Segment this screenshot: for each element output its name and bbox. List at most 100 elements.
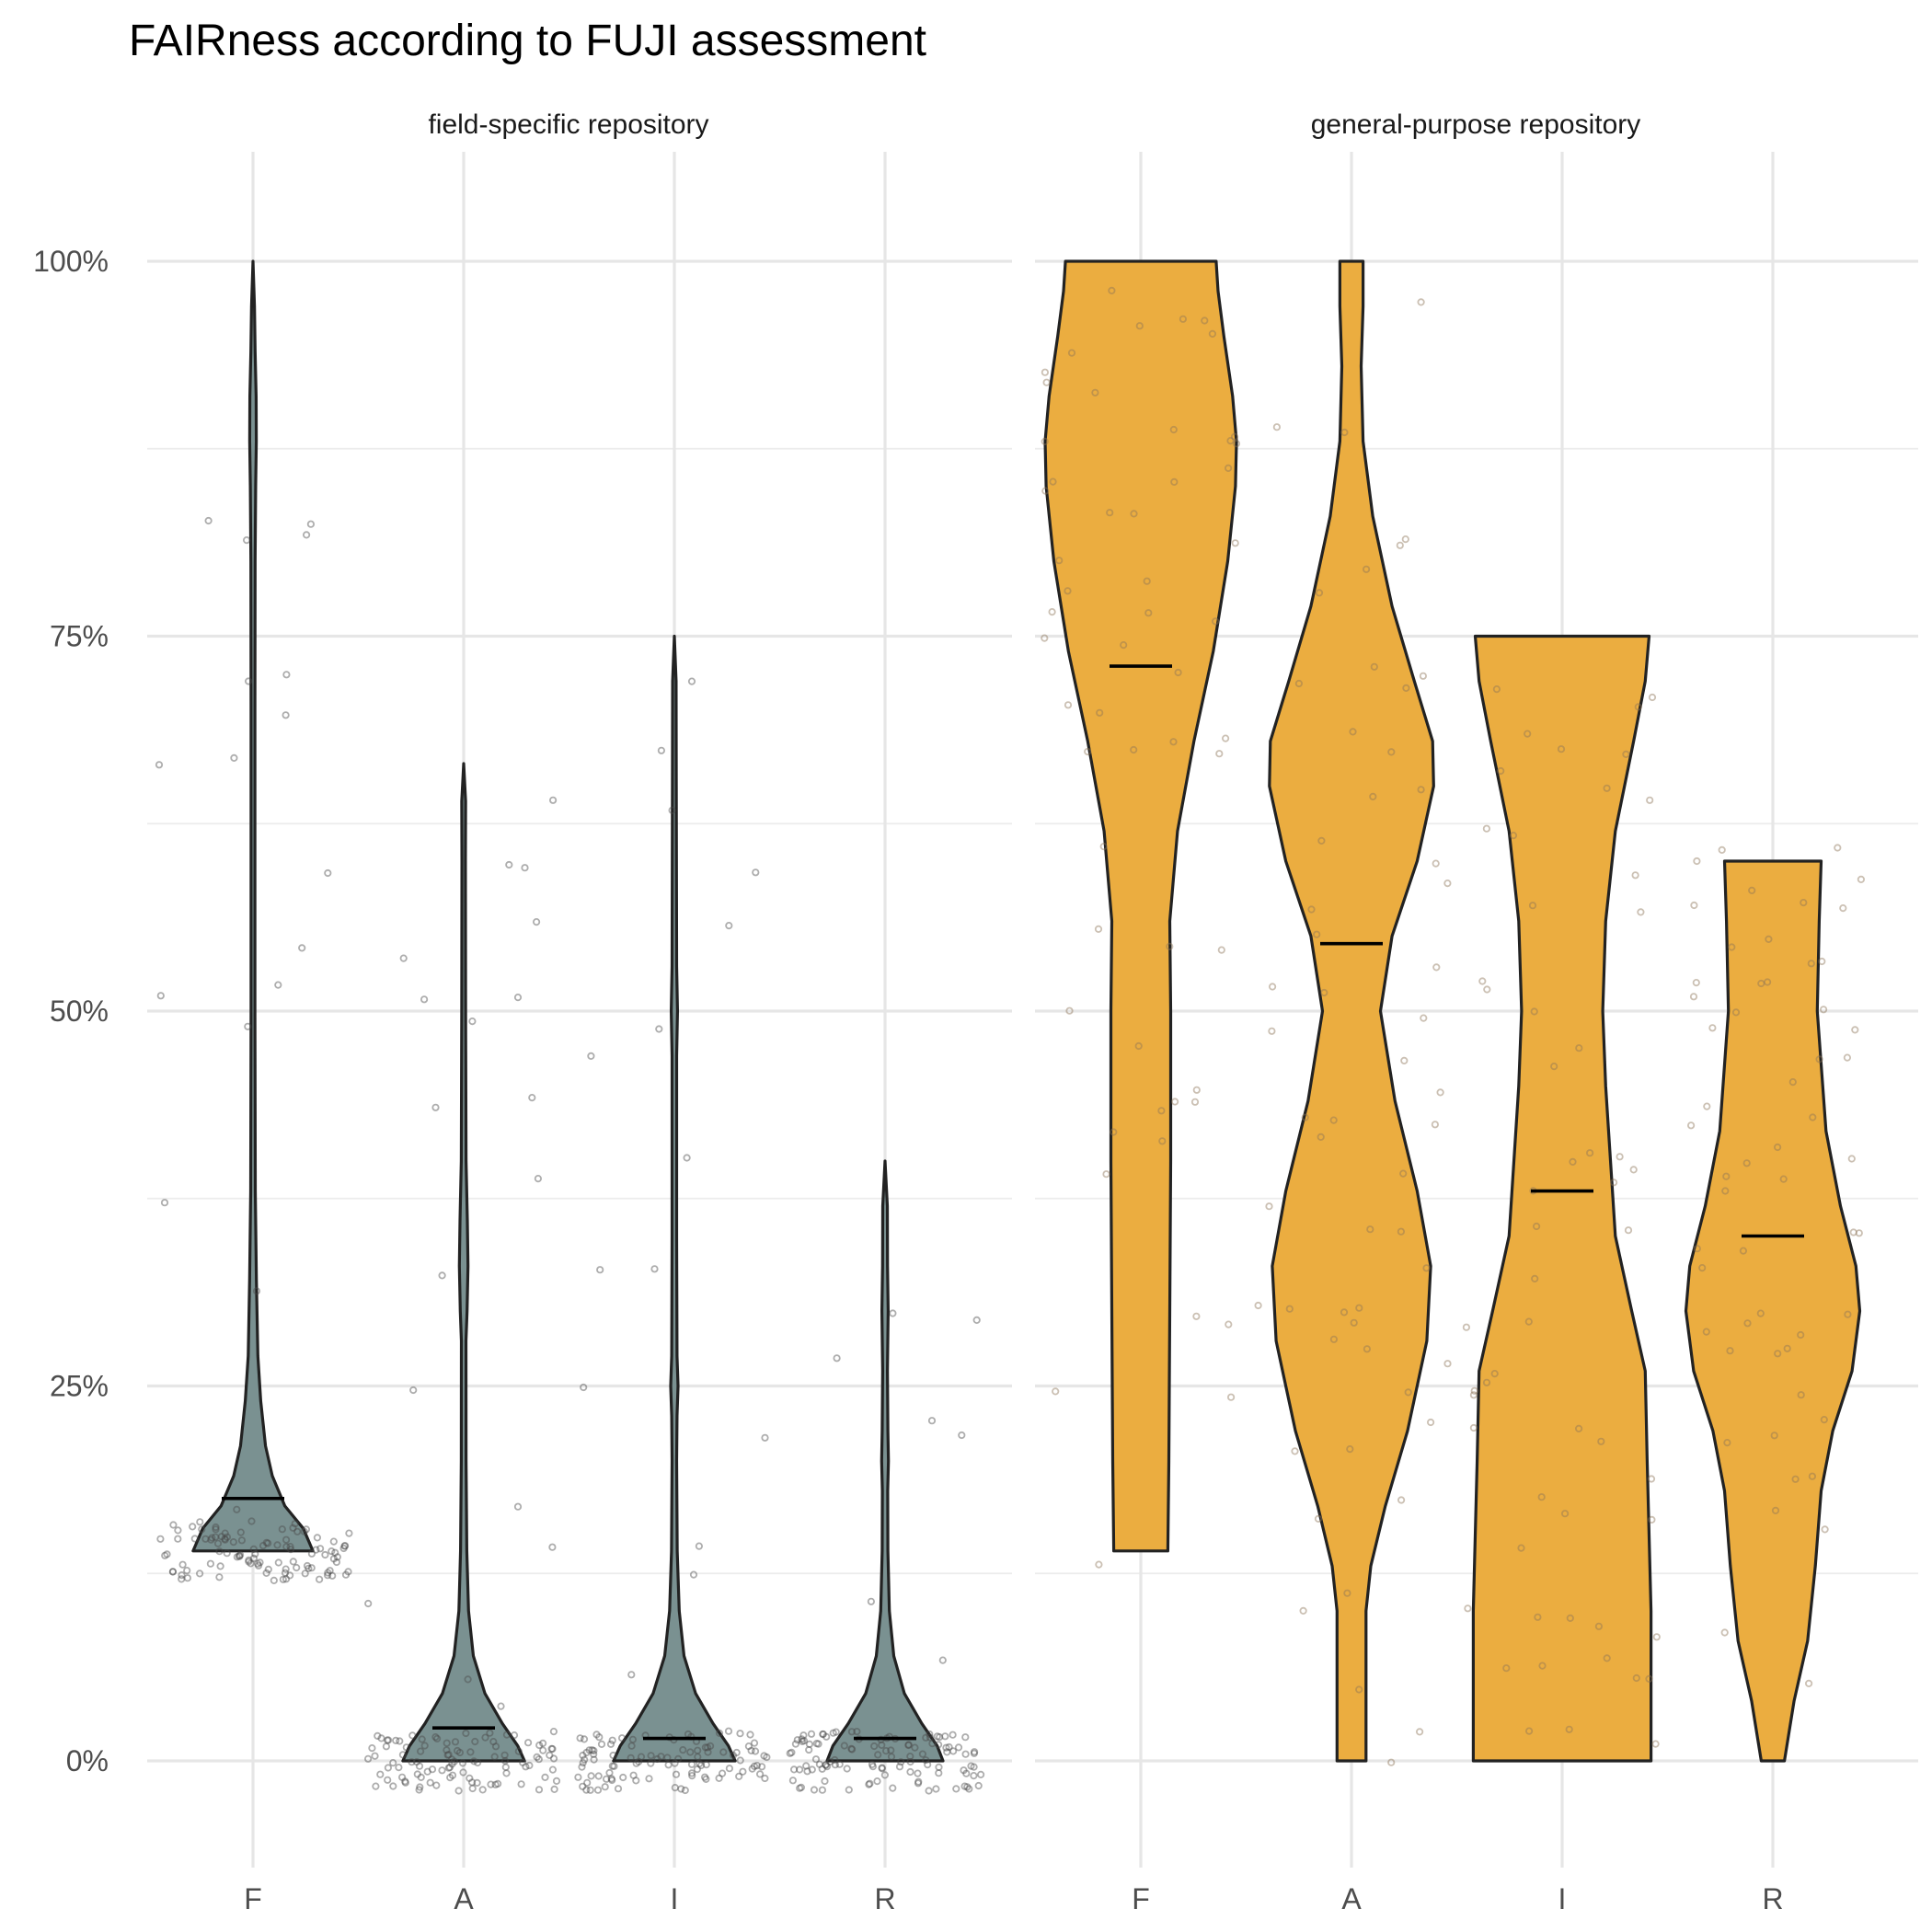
data-point <box>333 1553 341 1561</box>
panel-label-field-specific: field-specific repository <box>428 109 708 140</box>
data-point <box>491 1780 500 1788</box>
data-point <box>1265 1202 1273 1211</box>
data-point <box>341 1570 351 1579</box>
data-point <box>521 864 529 872</box>
data-point <box>1404 1388 1412 1397</box>
data-point <box>155 761 164 769</box>
data-point <box>1464 1604 1472 1613</box>
data-point <box>1190 1098 1200 1106</box>
data-point <box>627 1754 635 1762</box>
data-point <box>1094 925 1103 934</box>
data-point <box>428 1765 437 1774</box>
data-point <box>607 1775 615 1783</box>
data-point <box>840 1742 848 1750</box>
data-point <box>687 1760 696 1768</box>
data-point <box>853 1728 861 1736</box>
data-point <box>608 1736 616 1744</box>
data-point <box>1728 943 1736 951</box>
data-point <box>438 1766 446 1775</box>
data-point <box>942 1743 950 1752</box>
data-point <box>595 1733 604 1742</box>
data-point <box>183 1567 191 1575</box>
data-point <box>736 1730 744 1738</box>
data-point <box>423 1767 431 1776</box>
data-point <box>1482 824 1491 833</box>
data-point <box>578 1763 586 1771</box>
violin-I <box>612 634 737 1763</box>
data-point <box>443 1739 451 1747</box>
data-point <box>389 1782 397 1790</box>
data-point <box>812 1740 821 1748</box>
data-point <box>1462 1323 1471 1331</box>
data-point <box>448 1771 457 1779</box>
data-point <box>732 1748 741 1757</box>
data-point <box>1537 1493 1546 1501</box>
data-point <box>307 1564 316 1572</box>
data-point <box>822 1732 831 1741</box>
data-point <box>694 1753 702 1761</box>
data-point <box>952 1785 960 1793</box>
data-point <box>302 531 311 539</box>
data-point <box>1743 1319 1752 1328</box>
data-point <box>814 1740 822 1748</box>
data-point <box>657 746 666 754</box>
data-point <box>594 1772 603 1780</box>
data-point <box>819 1730 827 1739</box>
data-point <box>254 1561 263 1570</box>
data-point <box>1432 859 1440 868</box>
data-point <box>906 1767 914 1777</box>
data-point <box>739 1767 747 1776</box>
data-point <box>970 1749 979 1757</box>
data-point <box>163 1550 171 1558</box>
data-point <box>1192 1312 1201 1320</box>
data-point <box>819 1730 827 1739</box>
data-point <box>889 1784 897 1792</box>
x-tick-label: F <box>1132 1882 1150 1915</box>
data-point <box>468 1018 477 1026</box>
data-point <box>1839 903 1847 913</box>
data-point <box>597 1740 606 1749</box>
data-point <box>538 1739 547 1748</box>
data-point <box>329 1555 338 1563</box>
x-tick-label: F <box>244 1882 262 1915</box>
data-point <box>431 1733 440 1742</box>
data-point <box>1397 1496 1406 1504</box>
data-point <box>230 753 238 763</box>
data-point <box>420 995 429 1004</box>
data-point <box>897 1758 905 1766</box>
data-point <box>1739 1247 1748 1255</box>
data-point <box>1771 1506 1780 1515</box>
data-point <box>282 1543 291 1551</box>
data-point <box>887 1746 895 1754</box>
data-point <box>1807 960 1815 968</box>
data-point <box>274 981 282 989</box>
data-point <box>1482 1378 1491 1386</box>
data-point <box>1346 1445 1354 1454</box>
data-point <box>847 1728 857 1736</box>
data-point <box>922 1733 930 1742</box>
data-point <box>1844 1310 1852 1318</box>
data-point <box>866 1779 874 1788</box>
data-point <box>914 1769 922 1777</box>
jitter-points-F <box>1041 286 1241 1569</box>
data-point <box>1597 1437 1605 1445</box>
data-point <box>376 1770 385 1778</box>
data-point <box>174 1526 182 1535</box>
data-point <box>312 1546 320 1554</box>
data-point <box>1042 378 1051 386</box>
data-point <box>822 1761 830 1769</box>
data-point <box>847 1744 856 1754</box>
data-point <box>1432 963 1441 972</box>
data-point <box>583 1778 592 1787</box>
data-point <box>1294 679 1304 688</box>
data-point <box>450 1757 458 1765</box>
data-point <box>831 1761 840 1769</box>
data-point <box>1315 589 1324 597</box>
data-point <box>1557 745 1566 753</box>
data-point <box>935 1763 943 1772</box>
data-point <box>609 1751 617 1760</box>
data-point <box>235 1552 244 1560</box>
data-point <box>274 1558 282 1567</box>
data-point <box>548 1765 558 1774</box>
